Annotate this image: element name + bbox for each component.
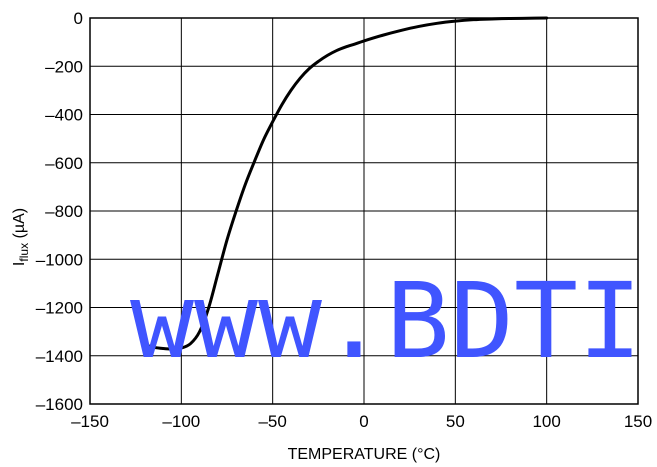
y-tick-label: –600 <box>45 154 83 173</box>
x-tick-label: 50 <box>446 412 465 431</box>
y-tick-label: 0 <box>74 9 83 28</box>
x-tick-label: 0 <box>359 412 368 431</box>
plot-frame <box>89 17 639 405</box>
y-axis-title-sub: flux <box>17 243 31 262</box>
x-tick-label: –150 <box>71 412 109 431</box>
y-tick-label: –400 <box>45 106 83 125</box>
x-tick-labels: –150 –100 –50 0 50 100 150 <box>71 412 652 431</box>
y-axis-title-main: I <box>11 262 28 266</box>
grid <box>89 17 639 405</box>
x-axis-title: TEMPERATURE (°C) <box>288 446 441 463</box>
watermark-text: www.BDTI <box>130 260 642 382</box>
y-tick-label: –1600 <box>36 395 83 414</box>
y-axis-title-unit: (µA) <box>11 208 28 243</box>
series-line <box>143 16 549 351</box>
y-tick-label: –1200 <box>36 299 83 318</box>
y-tick-label: –1400 <box>36 347 83 366</box>
x-tick-label: 100 <box>532 412 560 431</box>
y-axis-title: Iflux (µA) <box>11 208 31 266</box>
x-tick-label: 150 <box>624 412 652 431</box>
x-tick-label: –50 <box>258 412 286 431</box>
x-tick-label: –100 <box>162 412 200 431</box>
y-tick-label: –200 <box>45 57 83 76</box>
y-tick-label: –800 <box>45 202 83 221</box>
y-tick-labels: 0 –200 –400 –600 –800 –1000 –1200 –1400 –1600 <box>36 9 83 414</box>
y-tick-label: –1000 <box>36 250 83 269</box>
